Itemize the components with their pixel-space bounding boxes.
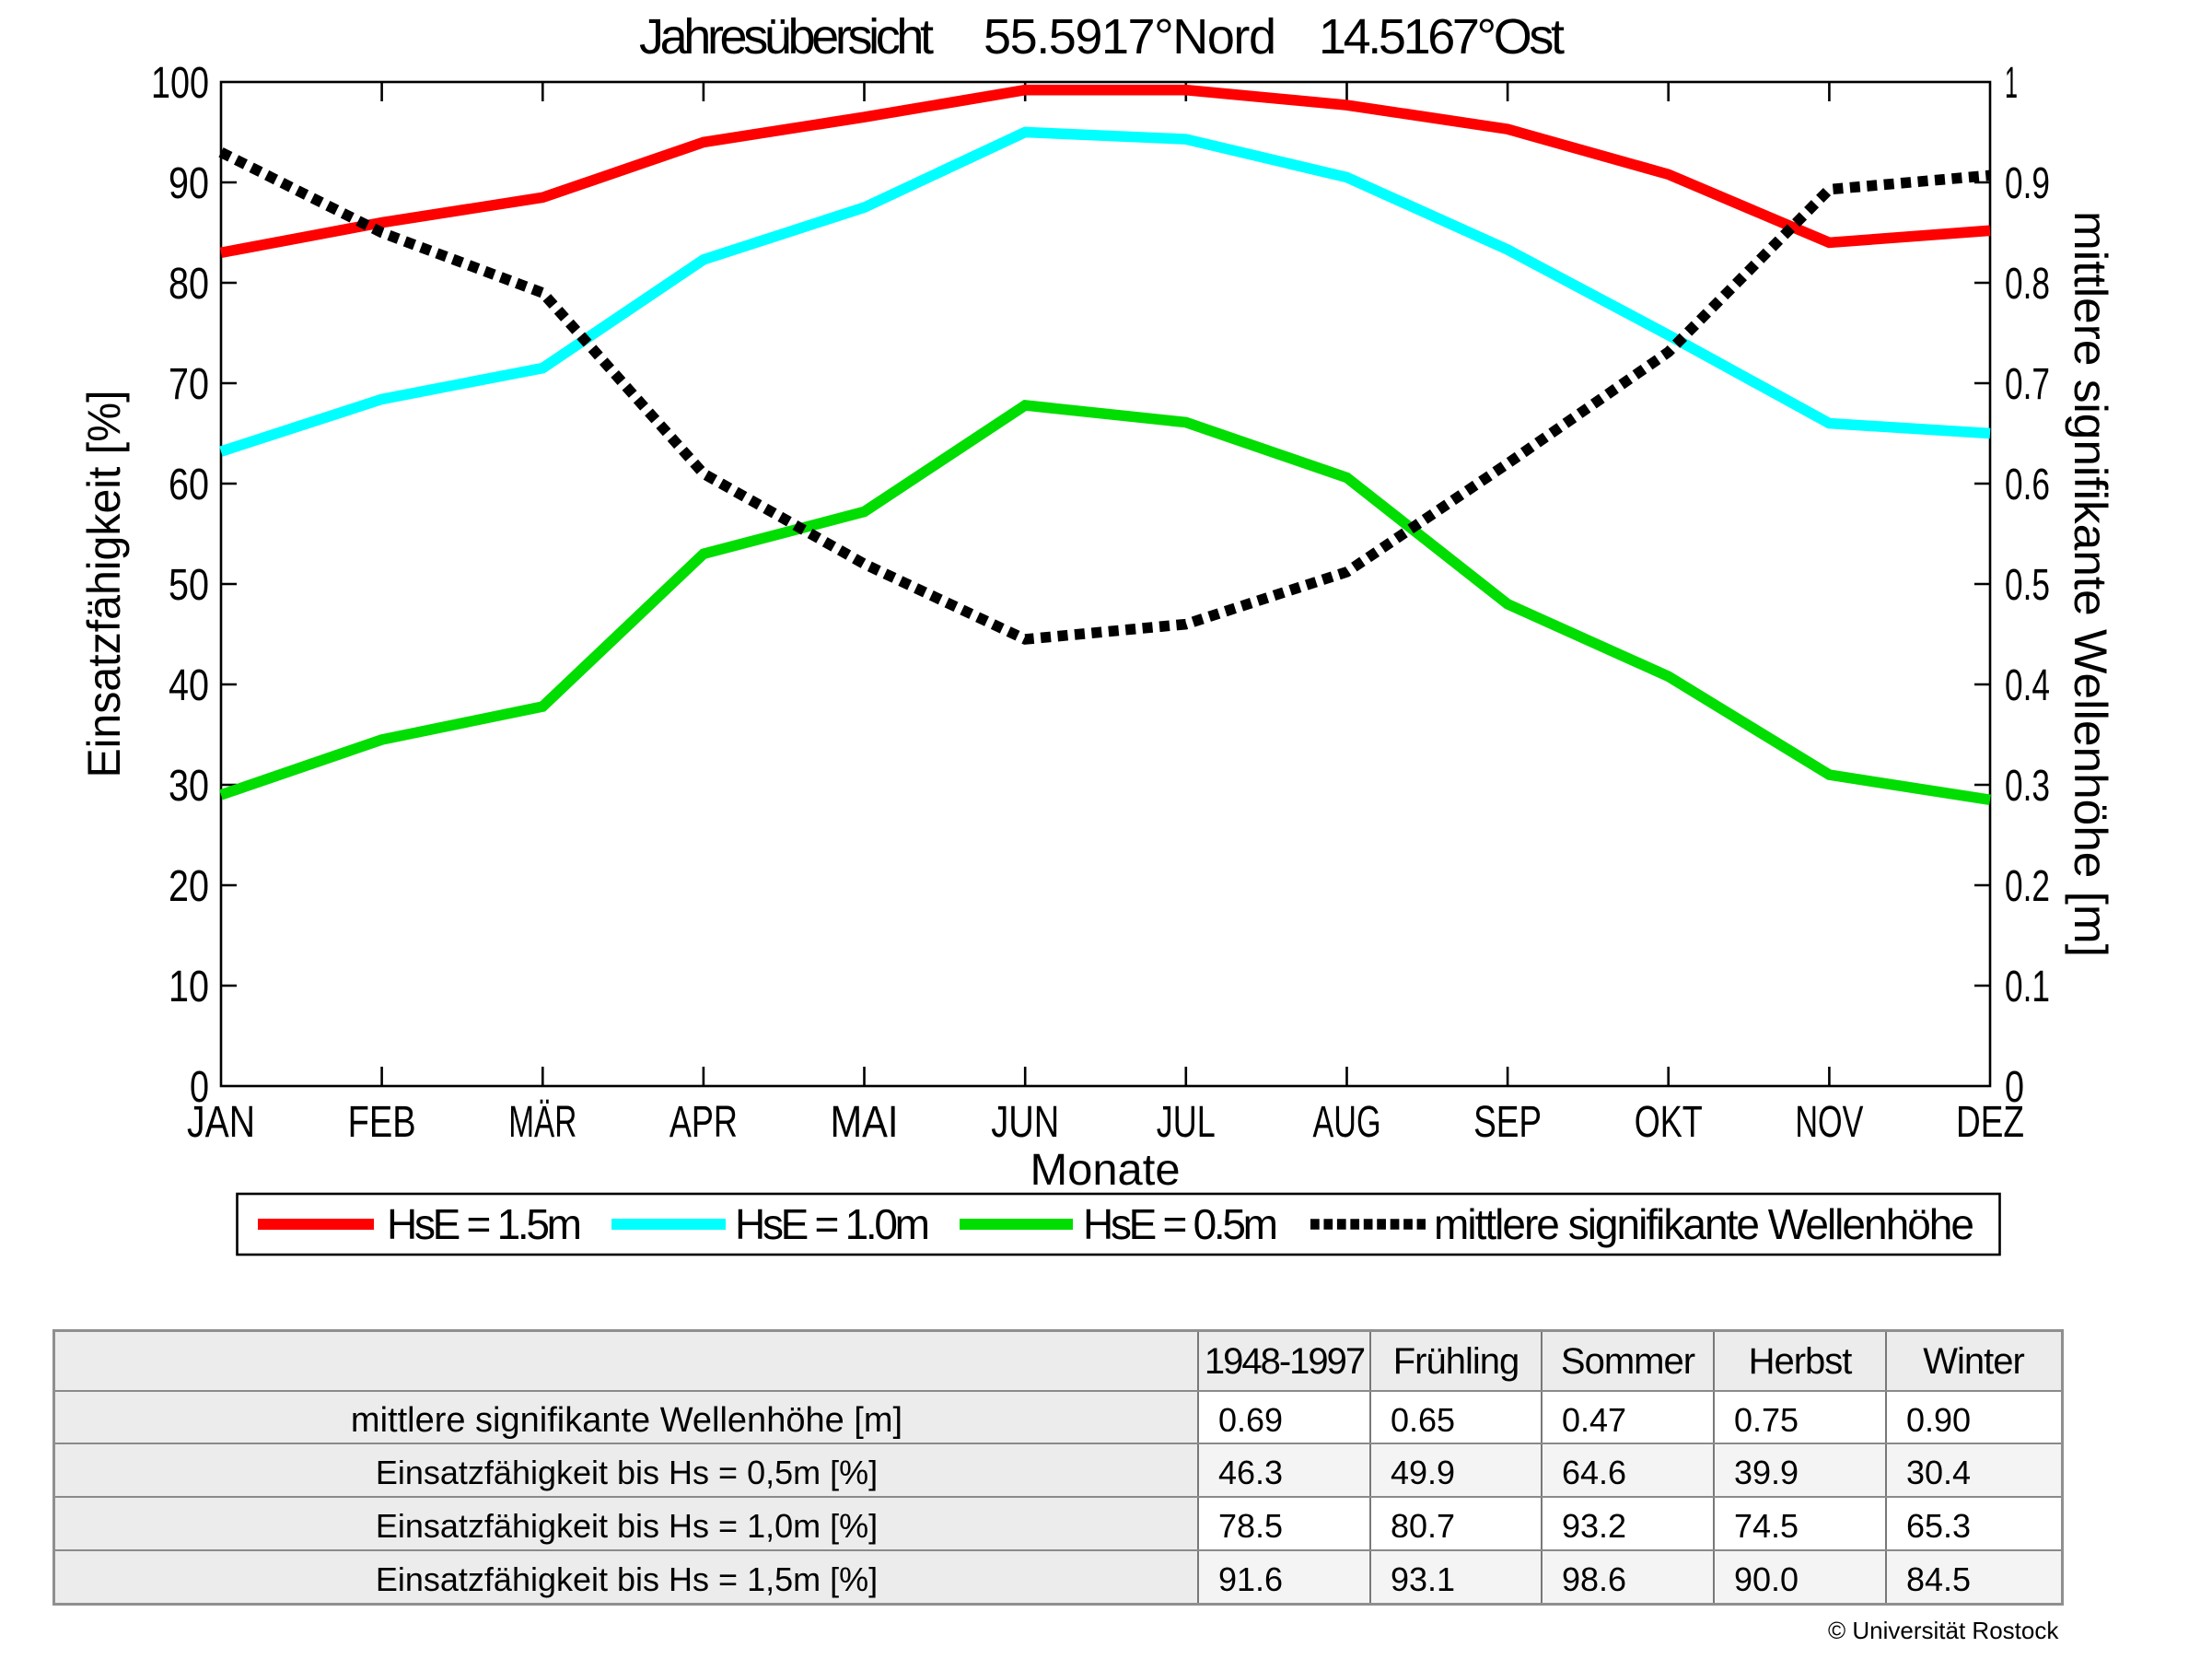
svg-text:70: 70: [169, 360, 209, 409]
svg-text:Einsatzfähigkeit [%]: Einsatzfähigkeit [%]: [78, 391, 130, 778]
svg-text:0.3: 0.3: [2005, 762, 2050, 811]
svg-text:JUN: JUN: [991, 1098, 1059, 1147]
svg-text:0.4: 0.4: [2005, 661, 2050, 710]
svg-text:0.5: 0.5: [2005, 561, 2050, 610]
svg-text:mittlere signifikante Wellenhö: mittlere signifikante Wellenhöhe [m]: [2065, 211, 2116, 957]
svg-text:1: 1: [2005, 59, 2018, 108]
svg-text:40: 40: [169, 661, 209, 710]
svg-text:10: 10: [169, 963, 209, 1011]
svg-text:50: 50: [169, 561, 209, 610]
svg-text:20: 20: [169, 862, 209, 911]
svg-text:mittlere signifikante Wellenhö: mittlere signifikante Wellenhöhe: [1434, 1200, 1974, 1248]
svg-text:JUL: JUL: [1157, 1098, 1216, 1147]
svg-text:80: 80: [169, 260, 209, 309]
svg-text:HsE = 1.5m: HsE = 1.5m: [387, 1200, 582, 1248]
svg-text:DEZ: DEZ: [1956, 1098, 2024, 1147]
svg-text:HsE = 1.0m: HsE = 1.0m: [735, 1200, 930, 1248]
svg-text:60: 60: [169, 461, 209, 509]
svg-text:0.8: 0.8: [2005, 260, 2050, 309]
svg-text:55.5917°Nord: 55.5917°Nord: [984, 9, 1276, 64]
svg-text:SEP: SEP: [1473, 1098, 1542, 1147]
svg-text:JAN: JAN: [187, 1098, 255, 1147]
svg-text:Monate: Monate: [1030, 1146, 1181, 1195]
svg-text:0.9: 0.9: [2005, 159, 2050, 208]
svg-text:0.1: 0.1: [2005, 963, 2050, 1011]
svg-text:14.5167°Ost: 14.5167°Ost: [1319, 9, 1565, 64]
svg-text:0.7: 0.7: [2005, 360, 2050, 409]
svg-text:90: 90: [169, 159, 209, 208]
svg-text:MÄR: MÄR: [508, 1098, 576, 1147]
svg-text:MAI: MAI: [831, 1098, 899, 1147]
svg-text:AUG: AUG: [1313, 1098, 1381, 1147]
svg-text:0.2: 0.2: [2005, 862, 2050, 911]
svg-text:0: 0: [190, 1063, 209, 1112]
svg-text:Jahresübersicht: Jahresübersicht: [639, 9, 934, 64]
svg-text:100: 100: [151, 59, 209, 108]
svg-text:0: 0: [2005, 1063, 2024, 1112]
svg-text:0.6: 0.6: [2005, 461, 2050, 509]
svg-text:NOV: NOV: [1795, 1098, 1863, 1147]
svg-text:30: 30: [169, 762, 209, 811]
svg-text:FEB: FEB: [348, 1098, 416, 1147]
svg-text:HsE = 0.5m: HsE = 0.5m: [1083, 1200, 1278, 1248]
svg-text:APR: APR: [669, 1098, 738, 1147]
svg-text:OKT: OKT: [1635, 1098, 1703, 1147]
